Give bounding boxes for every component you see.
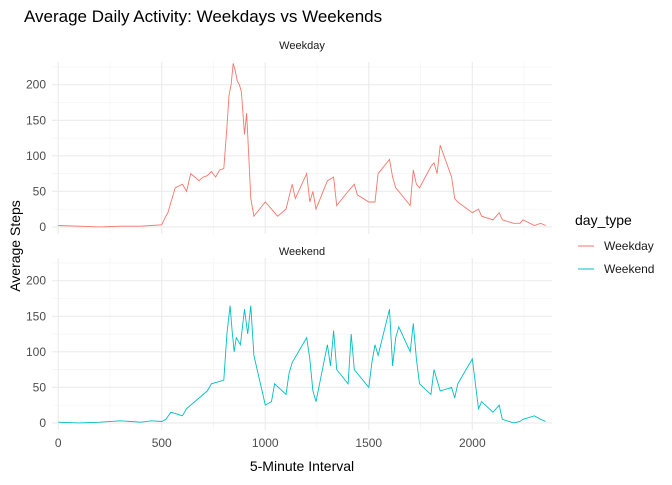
y-tick-label: 200 — [26, 78, 46, 92]
y-tick-label: 0 — [39, 416, 46, 430]
y-tick-label: 50 — [33, 184, 47, 198]
y-tick-labels: 0 50 100 150 200 — [26, 274, 46, 430]
x-axis-label: 5-Minute Interval — [250, 458, 354, 474]
y-tick-label: 150 — [26, 309, 46, 323]
y-tick-label: 50 — [33, 380, 47, 394]
legend-label-weekend: Weekend — [604, 262, 654, 276]
gridlines — [52, 62, 552, 234]
y-tick-labels: 0 50 100 150 200 — [26, 78, 46, 234]
x-tick-label: 1000 — [252, 436, 279, 450]
x-tick-label: 500 — [152, 436, 172, 450]
legend-label-weekday: Weekday — [604, 239, 654, 253]
strip-label-weekend: Weekend — [279, 246, 325, 258]
series-line-weekday — [58, 63, 546, 228]
panel-background — [52, 258, 552, 430]
y-tick-label: 0 — [39, 220, 46, 234]
x-tick-label: 2000 — [459, 436, 486, 450]
y-axis-label: Average Steps — [7, 200, 23, 292]
y-tick-label: 150 — [26, 113, 46, 127]
series-line-weekend — [58, 305, 546, 424]
gridlines — [52, 258, 552, 430]
x-tick-labels: 0 500 1000 1500 2000 — [55, 436, 486, 450]
y-tick-label: 100 — [26, 149, 46, 163]
panel-weekend: Weekend 0 50 100 150 200 — [26, 246, 552, 430]
strip-label-weekday: Weekday — [279, 40, 325, 52]
panel-weekday: Weekday 0 50 100 150 200 — [26, 40, 552, 234]
panel-background — [52, 62, 552, 234]
x-tick-label: 0 — [55, 436, 62, 450]
y-tick-label: 200 — [26, 274, 46, 288]
legend-items: Weekday Weekend — [578, 239, 654, 276]
chart-title: Average Daily Activity: Weekdays vs Week… — [24, 7, 382, 26]
x-tick-label: 1500 — [355, 436, 382, 450]
legend: day_type Weekday Weekend — [575, 212, 654, 276]
legend-title: day_type — [575, 212, 632, 228]
y-tick-label: 100 — [26, 345, 46, 359]
